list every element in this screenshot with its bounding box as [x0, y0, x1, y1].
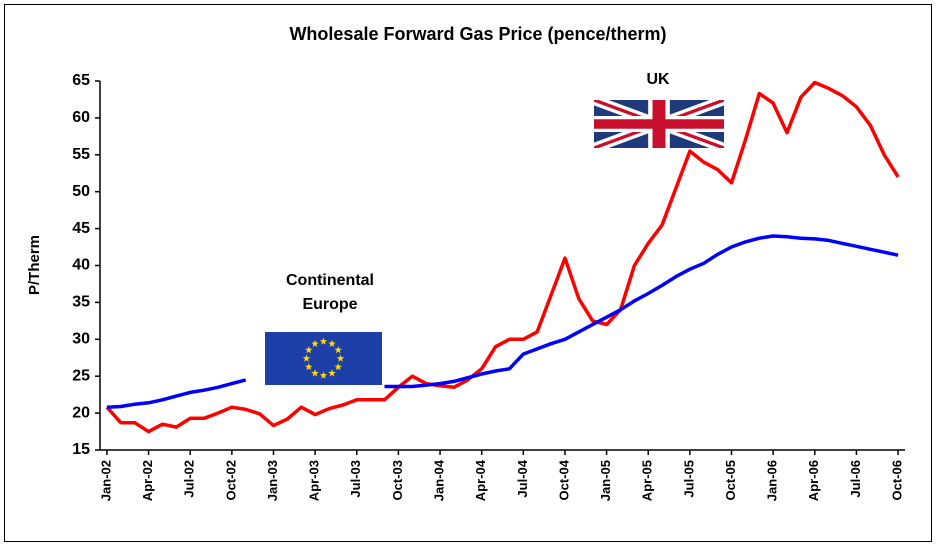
y-tick-label: 40: [72, 257, 90, 274]
chart-frame: [4, 4, 932, 542]
y-tick-label: 35: [72, 294, 90, 311]
x-tick-label: Jan-03: [265, 460, 280, 501]
series-line: [105, 80, 900, 434]
eu-star: [334, 363, 343, 371]
y-tick-label: 60: [72, 109, 90, 126]
annotation: Continental: [286, 272, 374, 289]
x-tick-label: Oct-06: [889, 460, 904, 500]
y-axis-label: P/Therm: [26, 235, 43, 295]
chart-title: Wholesale Forward Gas Price (pence/therm…: [289, 24, 666, 44]
y-tick-label: 55: [72, 146, 90, 163]
x-tick-label: Jul-05: [681, 460, 696, 498]
eu-star: [311, 339, 319, 348]
eu-star: [311, 369, 319, 377]
x-tick-label: Apr-05: [640, 460, 655, 501]
y-tick-label: 50: [72, 183, 90, 200]
y-tick-label: 20: [72, 404, 90, 421]
annotation: Europe: [302, 296, 357, 313]
annotation: UK: [646, 71, 670, 88]
x-tick-label: Oct-03: [390, 460, 405, 500]
x-tick-label: Apr-06: [806, 460, 821, 501]
eu-star: [328, 369, 336, 377]
x-tick-label: Jan-05: [598, 460, 613, 501]
x-tick-label: Jul-04: [515, 459, 530, 497]
x-tick-label: Jan-02: [98, 460, 113, 501]
x-tick-label: Jan-06: [765, 460, 780, 501]
eu-star: [302, 354, 311, 362]
x-tick-label: Apr-04: [473, 459, 488, 501]
x-tick-label: Jan-04: [431, 459, 446, 501]
y-tick-label: 15: [72, 441, 90, 458]
eu-star: [304, 363, 313, 371]
y-tick-label: 30: [72, 331, 90, 348]
x-tick-label: Apr-02: [140, 460, 155, 501]
eu-star: [319, 371, 328, 379]
y-tick-label: 45: [72, 220, 90, 237]
y-tick-label: 65: [72, 72, 90, 89]
eu-star: [319, 337, 328, 345]
x-tick-label: Jul-06: [848, 460, 863, 498]
eu-star: [336, 354, 345, 362]
x-tick-label: Oct-02: [223, 460, 238, 500]
eu-flag: [265, 332, 382, 385]
uk-flag: [594, 100, 724, 148]
x-tick-label: Jul-02: [182, 460, 197, 498]
series-line: [106, 234, 899, 409]
eu-star: [304, 346, 313, 354]
eu-star: [328, 339, 336, 348]
x-tick-label: Oct-05: [723, 460, 738, 500]
x-tick-label: Oct-04: [556, 459, 571, 500]
y-tick-label: 25: [72, 367, 90, 384]
eu-star: [334, 346, 343, 354]
x-tick-label: Jul-03: [348, 460, 363, 498]
x-tick-label: Apr-03: [307, 460, 322, 501]
